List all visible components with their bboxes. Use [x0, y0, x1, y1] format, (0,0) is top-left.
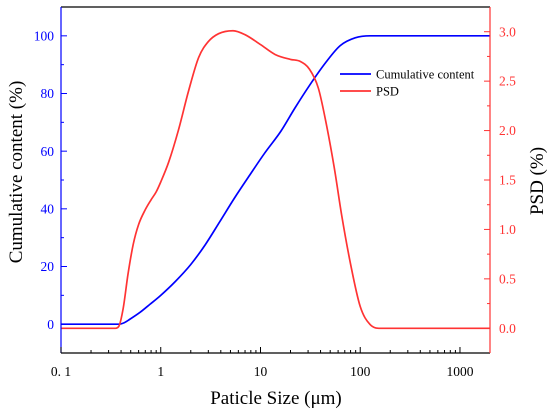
x-tick-label: 100	[350, 364, 371, 379]
y-right-tick-label: 0.5	[499, 271, 516, 286]
y-right-tick-label: 3.0	[499, 24, 516, 39]
y-left-tick-label: 0	[47, 317, 54, 332]
y-right-tick-label: 1.0	[499, 222, 516, 237]
y-right-axis-title: PSD (%)	[527, 147, 548, 215]
y-left-tick-label: 40	[41, 201, 55, 216]
y-left-tick-label: 100	[34, 28, 55, 43]
axes	[60, 6, 491, 354]
y-left-axis-title: Cumulative content (%)	[6, 81, 27, 264]
x-tick-label: 0. 1	[51, 364, 71, 379]
series-line-cumulative-content	[61, 34, 490, 326]
ticks	[60, 31, 490, 353]
y-left-tick-label: 80	[41, 86, 55, 101]
y-right-tick-label: 1.5	[499, 173, 516, 188]
series-line-psd	[61, 29, 490, 330]
legend-label-cumulative-content: Cumulative content	[376, 68, 475, 82]
y-right-tick-label: 2.0	[499, 123, 516, 138]
x-tick-label: 1	[157, 364, 164, 379]
y-right-tick-label: 2.5	[499, 74, 516, 89]
x-tick-label: 10	[254, 364, 268, 379]
tick-labels: 0. 1 1 10 100 1000 0 20 40 60 80 100 0.0 0.5 1.0 1.5 2.…	[34, 24, 516, 379]
x-tick-label: 1000	[446, 364, 473, 379]
legend: Cumulative content PSD	[340, 68, 475, 99]
y-left-tick-label: 20	[41, 259, 55, 274]
legend-label-psd: PSD	[376, 85, 399, 99]
y-right-tick-label: 0.0	[499, 321, 516, 336]
x-axis-title: Paticle Size (μm)	[210, 388, 342, 409]
plot-area	[61, 29, 490, 330]
y-left-tick-label: 60	[41, 144, 55, 159]
